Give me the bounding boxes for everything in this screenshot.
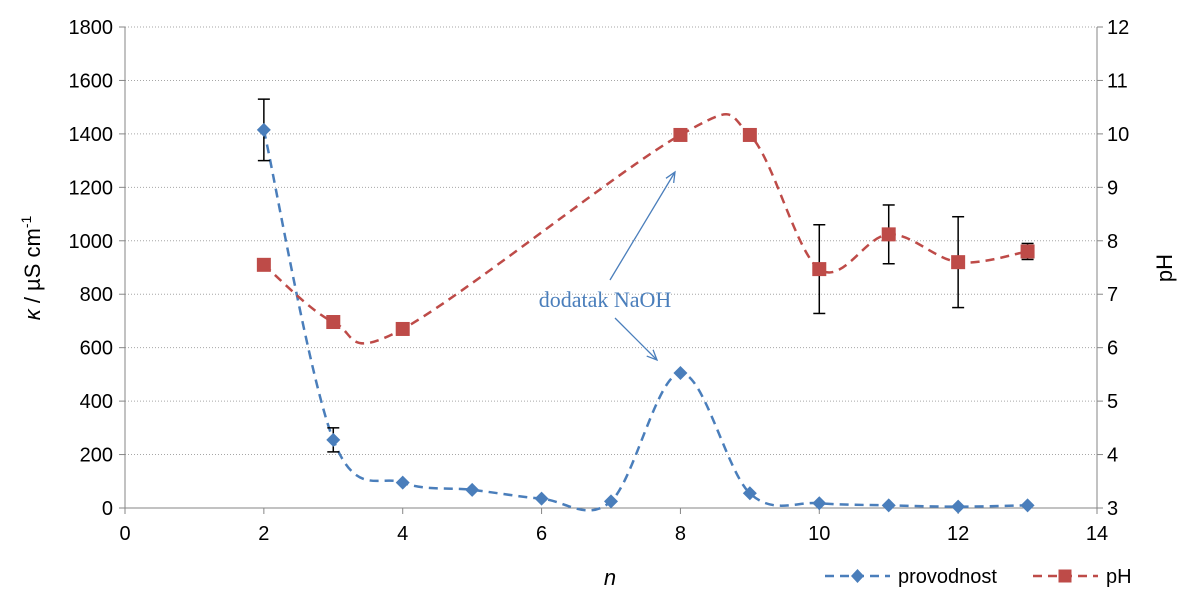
data-point-ph bbox=[256, 257, 271, 272]
y-right-tick-label: 4 bbox=[1107, 445, 1118, 467]
y-left-tick-label: 1000 bbox=[69, 231, 114, 253]
legend-marker-ph bbox=[1058, 569, 1072, 583]
legend-item-ph: pH bbox=[1033, 566, 1132, 588]
x-tick-label: 14 bbox=[1086, 523, 1108, 545]
y-axis-left-label-rest: / µS cm bbox=[20, 228, 45, 309]
y-right-tick-label: 8 bbox=[1107, 231, 1118, 253]
annotation-arrow-up-head bbox=[665, 170, 676, 183]
x-tick-label: 6 bbox=[536, 523, 547, 545]
data-point-provodnost bbox=[395, 475, 410, 490]
legend: provodnost pH bbox=[825, 566, 1132, 588]
data-point-provodnost bbox=[1020, 498, 1035, 513]
data-point-ph bbox=[742, 127, 757, 142]
y-axis-left-label-symbol: κ bbox=[20, 308, 45, 320]
data-point-provodnost bbox=[604, 494, 618, 509]
annotation-layer: dodatak NaOH bbox=[539, 170, 676, 362]
y-right-tick-label: 10 bbox=[1107, 124, 1129, 146]
data-point-provodnost bbox=[465, 482, 480, 497]
y-left-tick-label: 400 bbox=[80, 391, 113, 413]
annotation-arrow-down-head bbox=[646, 349, 659, 362]
data-point-ph bbox=[673, 127, 688, 142]
y-right-tick-label: 12 bbox=[1107, 17, 1129, 39]
y-right-tick-label: 5 bbox=[1107, 391, 1118, 413]
annotation-text: dodatak NaOH bbox=[539, 287, 672, 312]
data-point-ph bbox=[951, 255, 966, 270]
x-tick-label: 2 bbox=[258, 523, 269, 545]
legend-item-provodnost: provodnost bbox=[825, 566, 997, 588]
data-point-ph bbox=[881, 227, 896, 242]
series-layer bbox=[256, 98, 1035, 514]
y-axis-right-label: pH bbox=[1152, 254, 1177, 282]
y-left-tick-label: 600 bbox=[80, 338, 113, 360]
x-tick-label: 12 bbox=[947, 523, 969, 545]
annotation-arrow-down bbox=[614, 317, 658, 361]
x-tick-label: 4 bbox=[397, 523, 408, 545]
y-left-tick-label: 1200 bbox=[69, 177, 114, 199]
data-point-provodnost bbox=[951, 499, 966, 514]
y-axis-left-label: κ / µS cm-1 bbox=[18, 216, 45, 321]
y-left-tick-label: 1400 bbox=[69, 124, 114, 146]
x-tick-label: 8 bbox=[675, 523, 686, 545]
data-point-provodnost bbox=[326, 432, 341, 447]
tick-labels: 0 200 400 600 800 1000 1200 1400 1600 1800 3 4 5 6 7 8 9… bbox=[69, 17, 1130, 545]
data-point-ph bbox=[1020, 244, 1035, 259]
series-line-1 bbox=[263, 113, 1028, 345]
y-right-tick-label: 11 bbox=[1107, 70, 1128, 92]
y-right-tick-label: 6 bbox=[1107, 338, 1118, 360]
data-point-provodnost bbox=[812, 496, 827, 511]
y-left-tick-label: 800 bbox=[80, 284, 113, 306]
data-point-provodnost bbox=[256, 122, 271, 137]
legend-label-provodnost: provodnost bbox=[898, 566, 997, 588]
data-point-provodnost bbox=[673, 366, 688, 381]
data-point-provodnost bbox=[534, 491, 549, 506]
y-left-tick-label: 0 bbox=[102, 498, 113, 520]
data-point-ph bbox=[395, 321, 410, 336]
y-left-tick-label: 1800 bbox=[69, 17, 114, 39]
data-point-provodnost bbox=[881, 498, 896, 513]
legend-label-ph: pH bbox=[1106, 566, 1132, 588]
data-point-ph bbox=[326, 315, 341, 330]
x-tick-label: 10 bbox=[808, 523, 830, 545]
x-axis-label: n bbox=[604, 565, 616, 589]
y-right-tick-label: 7 bbox=[1107, 284, 1118, 306]
data-point-provodnost bbox=[742, 486, 757, 501]
series-line-0 bbox=[262, 129, 1028, 512]
gridlines bbox=[125, 26, 1097, 456]
legend-marker-provodnost bbox=[851, 569, 864, 583]
y-left-tick-label: 1600 bbox=[69, 70, 114, 92]
y-left-tick-label: 200 bbox=[80, 445, 113, 467]
data-point-ph bbox=[812, 262, 827, 277]
x-tick-label: 0 bbox=[119, 523, 130, 545]
annotation-arrow-up bbox=[609, 171, 676, 281]
y-right-tick-label: 9 bbox=[1107, 177, 1118, 199]
y-right-tick-label: 3 bbox=[1107, 498, 1118, 520]
y-axis-left-label-sup: -1 bbox=[18, 216, 34, 229]
